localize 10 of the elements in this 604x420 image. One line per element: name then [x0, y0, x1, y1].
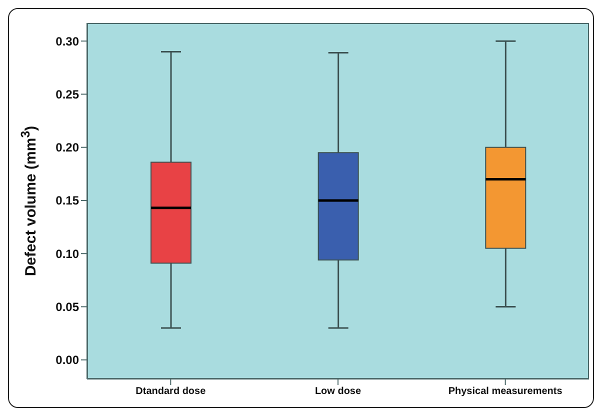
y-tick-label: 0.15 [56, 194, 80, 208]
y-tick-label: 0.20 [56, 140, 80, 155]
x-tick-label: Physical measurements [448, 386, 563, 398]
x-tick-label: Low dose [314, 386, 362, 398]
y-tick-label: 0.10 [56, 246, 80, 261]
y-tick-label: 0.05 [56, 300, 80, 314]
y-tick-label: 0.30 [56, 34, 80, 48]
y-tick-label: 0.25 [56, 87, 80, 102]
y-tick-label: 0.00 [56, 353, 80, 368]
x-tick-label: Dtandard dose [136, 386, 206, 398]
